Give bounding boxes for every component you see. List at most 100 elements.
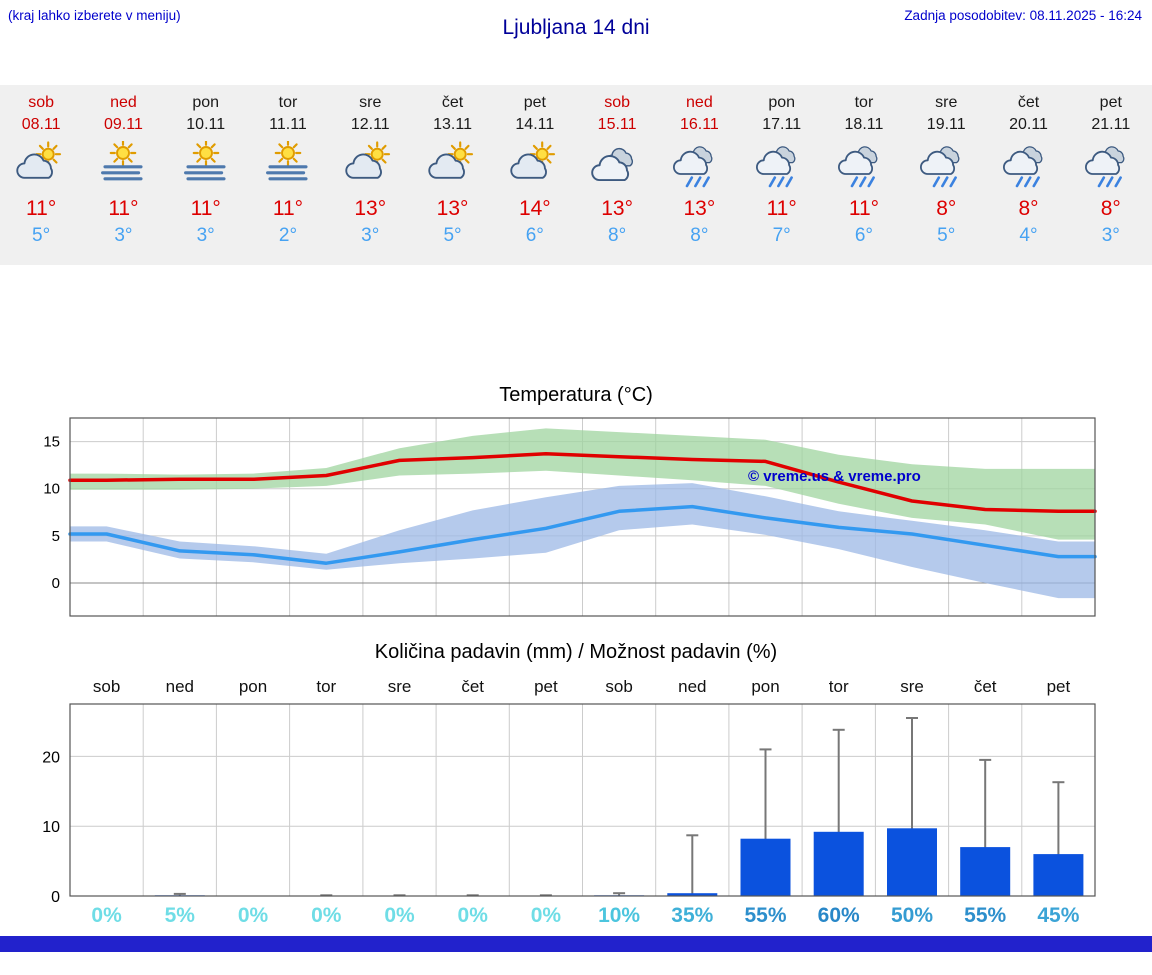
forecast-day: pon 17.11 11° 7° bbox=[741, 85, 823, 265]
forecast-day: sre 19.11 8° 5° bbox=[905, 85, 987, 265]
day-date: 13.11 bbox=[433, 116, 472, 133]
high-temp: 13° bbox=[601, 197, 633, 220]
partly-sunny-icon bbox=[494, 137, 576, 193]
high-temp: 14° bbox=[518, 197, 551, 220]
forecast-day: tor 11.11 11° 2° bbox=[247, 85, 329, 265]
precip-day-label: pon bbox=[751, 677, 779, 696]
high-temp: 8° bbox=[1100, 197, 1121, 220]
day-date: 12.11 bbox=[350, 116, 390, 133]
precip-day-label: tor bbox=[829, 677, 849, 696]
partly-sunny-icon bbox=[329, 137, 411, 193]
precip-day-label: čet bbox=[974, 677, 997, 696]
low-temp: 3° bbox=[1101, 225, 1120, 246]
precip-day-label: pon bbox=[239, 677, 267, 696]
forecast-day: sob 08.11 11° 5° bbox=[0, 85, 82, 265]
low-temp: 6° bbox=[525, 225, 544, 246]
day-date: 20.11 bbox=[1009, 116, 1048, 133]
rain-icon-svg bbox=[920, 146, 960, 188]
day-date: 21.11 bbox=[1091, 116, 1131, 133]
forecast-day: pon 10.11 11° 3° bbox=[165, 85, 247, 265]
rain-icon bbox=[658, 137, 740, 193]
high-temp: 8° bbox=[936, 197, 957, 220]
svg-text:5: 5 bbox=[52, 528, 60, 545]
fog-sun-icon bbox=[82, 137, 164, 193]
precip-bar bbox=[813, 831, 864, 896]
day-name: pet bbox=[523, 94, 546, 111]
precip-day-label: ned bbox=[166, 677, 194, 696]
partly-sunny-icon-svg bbox=[427, 141, 473, 179]
high-temp: 11° bbox=[766, 197, 797, 220]
day-name: čet bbox=[1017, 94, 1040, 111]
precip-percent-label: 55% bbox=[744, 904, 786, 927]
precip-day-label: čet bbox=[461, 677, 484, 696]
forecast-day: pet 21.11 8° 3° bbox=[1070, 85, 1152, 265]
rain-icon bbox=[1070, 137, 1152, 193]
day-name: pon bbox=[768, 94, 796, 111]
day-name: pon bbox=[192, 94, 220, 111]
rain-icon bbox=[905, 137, 987, 193]
fog-sun-icon-svg bbox=[266, 141, 308, 181]
precip-percent-label: 0% bbox=[311, 904, 342, 927]
precip-day-label: ned bbox=[678, 677, 706, 696]
high-temp: 11° bbox=[848, 197, 880, 220]
svg-text:0: 0 bbox=[52, 575, 60, 592]
forecast-day: ned 09.11 11° 3° bbox=[82, 85, 164, 265]
partly-sunny-icon-svg bbox=[16, 141, 62, 179]
low-temp: 8° bbox=[608, 225, 627, 246]
svg-text:15: 15 bbox=[43, 434, 60, 451]
day-date: 09.11 bbox=[103, 116, 143, 133]
partly-sunny-icon-svg bbox=[345, 141, 391, 179]
forecast-day: čet 13.11 13° 5° bbox=[411, 85, 493, 265]
watermark-link[interactable]: © vreme.us & vreme.pro bbox=[748, 468, 921, 485]
fog-sun-icon bbox=[247, 137, 329, 193]
rain-icon-svg bbox=[755, 146, 796, 188]
forecast-strip: sob 08.11 11° 5° ned 09.11 11° 3° pon 10.11 11° 3° t… bbox=[0, 85, 1152, 265]
precip-day-label: sob bbox=[93, 677, 120, 696]
partly-sunny-icon-svg bbox=[510, 141, 555, 179]
day-name: sob bbox=[28, 94, 55, 111]
precip-day-label: sob bbox=[605, 677, 632, 696]
rain-icon bbox=[823, 137, 905, 193]
low-temp: 5° bbox=[937, 225, 956, 246]
precipitation-chart-title: Količina padavin (mm) / Možnost padavin … bbox=[374, 641, 778, 663]
precip-percent-label: 55% bbox=[964, 904, 1006, 927]
low-temp: 3° bbox=[114, 225, 133, 246]
precip-percent-label: 0% bbox=[238, 904, 269, 927]
rain-icon-svg bbox=[837, 146, 878, 188]
day-date: 18.11 bbox=[844, 116, 884, 133]
cloudy-icon-svg bbox=[591, 147, 634, 182]
day-name: sob bbox=[604, 94, 630, 111]
partly-sunny-icon bbox=[411, 137, 493, 193]
day-date: 11.11 bbox=[269, 116, 307, 133]
precip-percent-label: 0% bbox=[91, 904, 122, 927]
max-range-band bbox=[70, 428, 1095, 540]
precip-percent-label: 0% bbox=[458, 904, 489, 927]
day-date: 10.11 bbox=[186, 116, 226, 133]
cloudy-icon bbox=[576, 137, 658, 193]
day-date: 15.11 bbox=[597, 116, 637, 133]
day-date: 19.11 bbox=[926, 116, 966, 133]
precip-percent-label: 5% bbox=[165, 904, 196, 927]
svg-text:20: 20 bbox=[42, 749, 60, 766]
high-temp: 8° bbox=[1018, 197, 1039, 220]
precip-percent-label: 0% bbox=[531, 904, 562, 927]
fog-sun-icon-svg bbox=[183, 141, 226, 181]
high-temp: 13° bbox=[683, 197, 716, 220]
day-name: tor bbox=[278, 94, 298, 111]
day-name: tor bbox=[854, 94, 874, 111]
day-date: 08.11 bbox=[21, 116, 61, 133]
rain-icon-svg bbox=[1002, 146, 1042, 188]
low-temp: 8° bbox=[690, 225, 709, 246]
precip-day-label: sre bbox=[900, 677, 924, 696]
precip-percent-label: 45% bbox=[1037, 904, 1079, 927]
day-date: 16.11 bbox=[679, 116, 719, 133]
precip-day-label: sre bbox=[388, 677, 412, 696]
svg-text:10: 10 bbox=[43, 481, 60, 498]
day-name: čet bbox=[441, 94, 464, 111]
partly-sunny-icon bbox=[0, 137, 82, 193]
low-temp: 2° bbox=[278, 225, 298, 246]
fog-sun-icon-svg bbox=[101, 141, 143, 181]
high-temp: 13° bbox=[354, 197, 387, 220]
forecast-day: sre 12.11 13° 3° bbox=[329, 85, 411, 265]
